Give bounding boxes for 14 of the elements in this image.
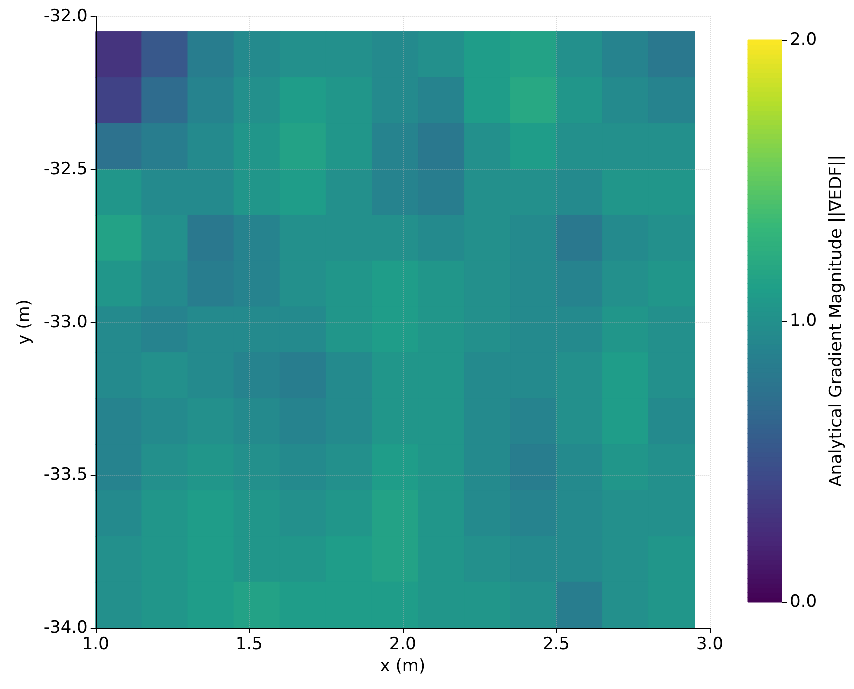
- y-tick-label: -32.0: [44, 6, 88, 26]
- color-bar-label: 1.0: [790, 311, 818, 331]
- x-tick-label: 2.0: [389, 634, 416, 654]
- x-tick-label: 1.5: [236, 634, 263, 654]
- x-tick-label: 2.5: [542, 634, 570, 654]
- y-tick-label: -33.0: [44, 312, 88, 332]
- x-tick-label: 3.0: [696, 634, 724, 654]
- color-bar-label: 2.0: [790, 30, 818, 50]
- color-bar-label: 0.0: [790, 592, 818, 612]
- y-axis-title: y (m): [14, 300, 34, 345]
- y-tick-label: -32.5: [44, 159, 88, 180]
- color-bar-title: Analytical Gradient Magnitude ||∇EDF||: [826, 155, 846, 487]
- y-tick-label: -33.5: [44, 465, 88, 486]
- x-axis-title: x (m): [380, 656, 426, 676]
